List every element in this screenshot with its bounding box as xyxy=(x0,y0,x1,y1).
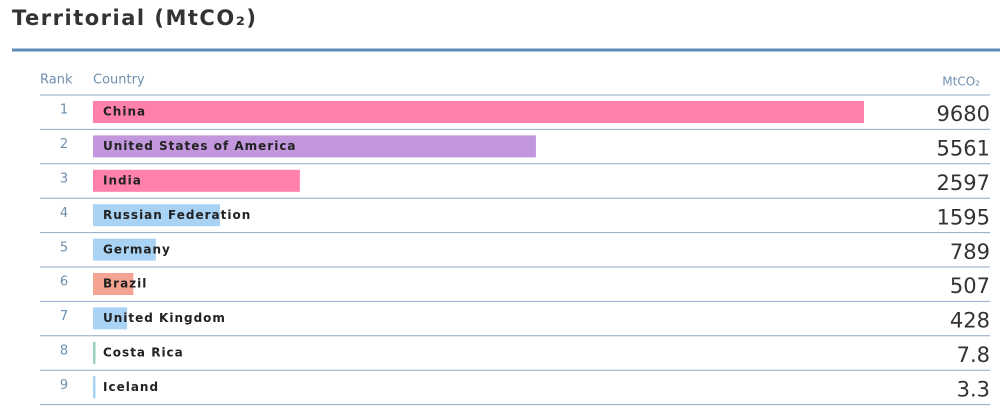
rank: 8 xyxy=(60,344,68,359)
bar xyxy=(93,169,300,192)
bar xyxy=(93,376,96,399)
rank: 3 xyxy=(60,172,68,187)
country-label: United Kingdom xyxy=(103,311,226,325)
bar xyxy=(93,307,128,330)
country-label: Costa Rica xyxy=(103,346,184,360)
value-label: 2597 xyxy=(937,171,990,195)
country-label: China xyxy=(103,105,146,119)
bar xyxy=(93,341,96,364)
rank: 5 xyxy=(60,240,68,255)
value-label: 507 xyxy=(950,274,990,298)
rank: 1 xyxy=(60,103,68,118)
country-label: United States of America xyxy=(103,139,297,153)
chart-title: Territorial (MtCO₂) xyxy=(12,6,257,30)
rank: 9 xyxy=(60,378,68,393)
value-label: 789 xyxy=(950,240,990,264)
bar xyxy=(93,273,134,295)
rank: 4 xyxy=(60,206,68,221)
value-header: MtCO₂ xyxy=(942,75,980,89)
value-label: 428 xyxy=(950,309,990,333)
country-label: Russian Federation xyxy=(103,208,251,222)
country-label: India xyxy=(103,174,142,188)
rank: 7 xyxy=(60,309,68,324)
rank: 2 xyxy=(60,137,68,152)
country-label: Germany xyxy=(103,242,171,256)
country-label: Iceland xyxy=(103,380,159,394)
rank: 6 xyxy=(60,275,68,290)
value-label: 3.3 xyxy=(957,377,990,401)
value-label: 9680 xyxy=(937,102,990,126)
country-header: Country xyxy=(93,73,145,88)
value-label: 7.8 xyxy=(957,343,990,367)
bar xyxy=(93,204,221,227)
rank-header: Rank xyxy=(40,73,73,88)
country-label: Brazil xyxy=(103,277,147,291)
bar xyxy=(93,238,156,261)
bar xyxy=(93,101,864,123)
bar xyxy=(93,135,536,158)
value-label: 1595 xyxy=(937,205,990,229)
value-label: 5561 xyxy=(937,137,990,161)
